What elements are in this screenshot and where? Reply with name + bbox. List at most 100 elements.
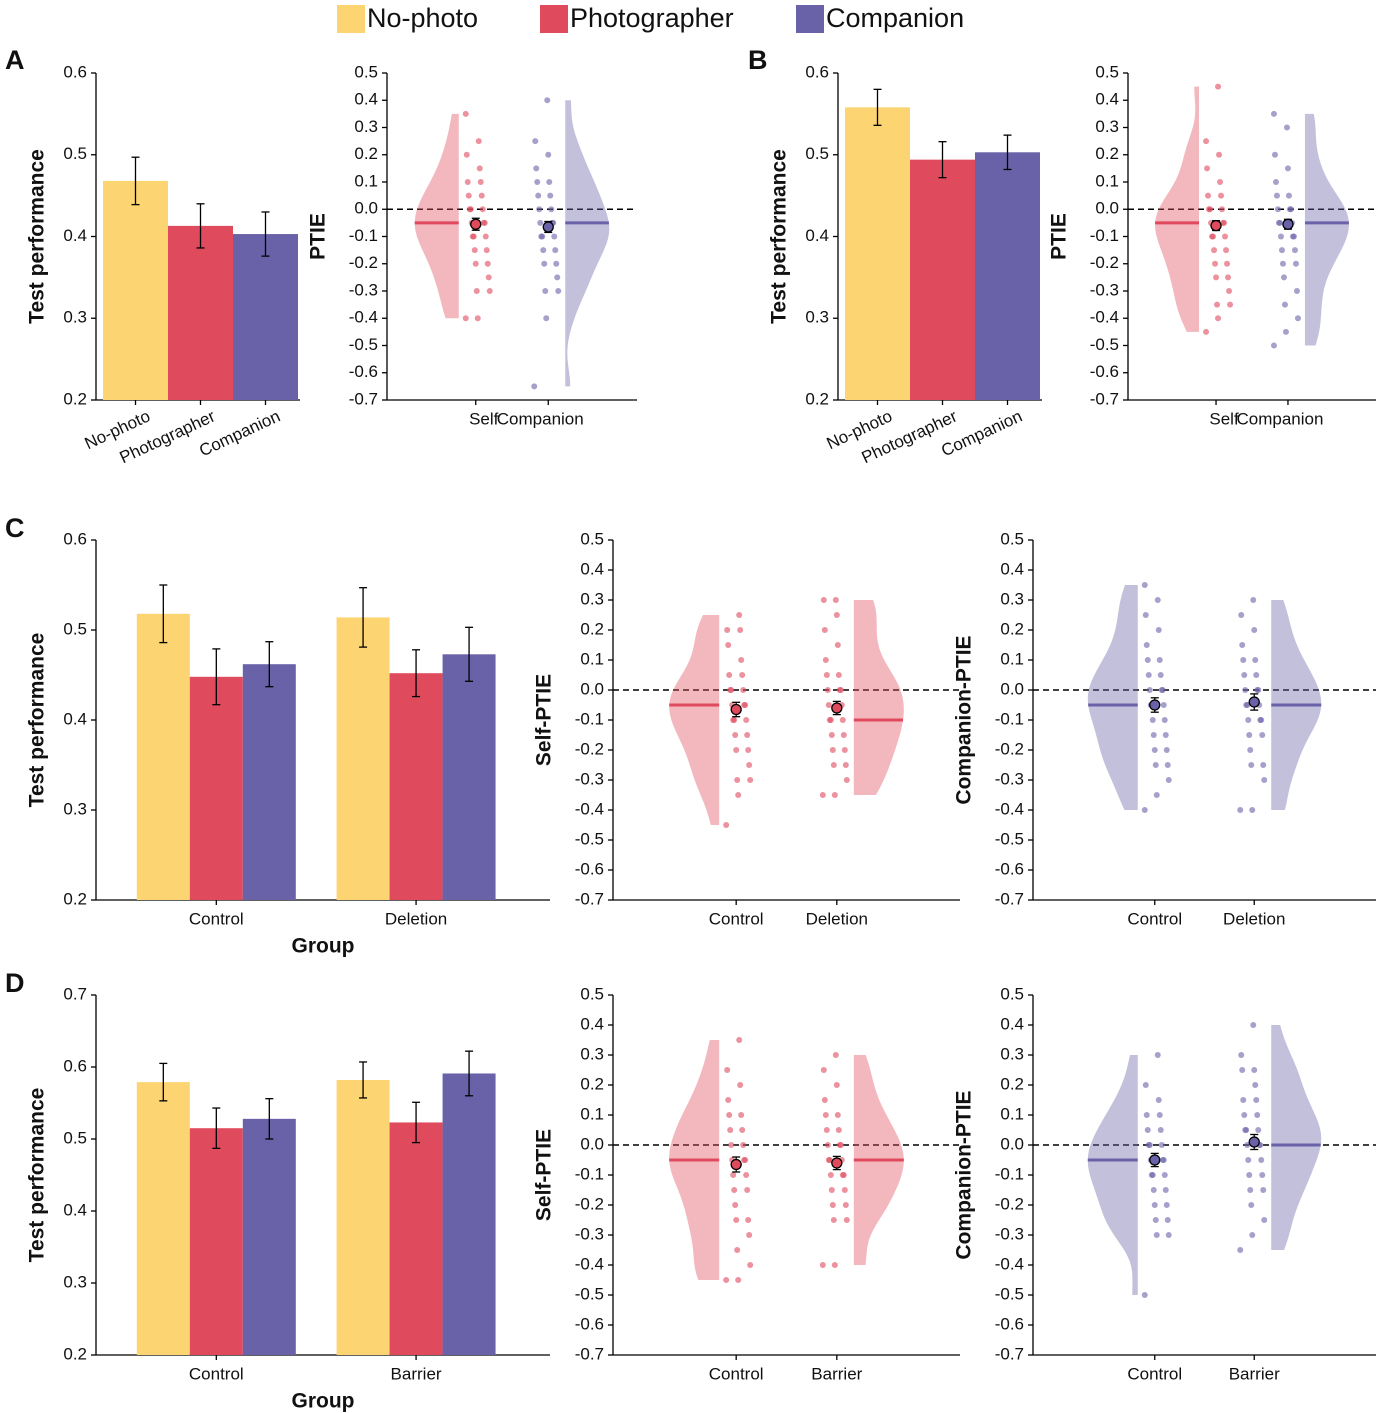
data-point (538, 233, 545, 240)
data-point (1279, 260, 1286, 267)
data-point (1154, 597, 1161, 603)
data-point (1141, 807, 1148, 813)
y-tick-label: -0.3 (349, 280, 378, 299)
data-point (465, 192, 472, 199)
data-point (1244, 1142, 1251, 1148)
mean-marker (1248, 1136, 1260, 1148)
x-tick-label: Companion (497, 409, 584, 428)
data-point (1283, 124, 1290, 131)
data-point (1162, 732, 1169, 738)
data-point (1165, 1232, 1172, 1238)
data-point (1223, 247, 1230, 254)
x-tick-label: Companion (1236, 409, 1323, 428)
data-point (828, 732, 835, 738)
data-point (1158, 1142, 1165, 1148)
data-point (737, 1082, 744, 1088)
bar (136, 1082, 190, 1355)
y-tick-label: 0.4 (580, 1014, 604, 1033)
y-axis-label: Test performance (26, 149, 49, 324)
data-point (832, 597, 839, 603)
data-point (1151, 747, 1158, 753)
data-point (1249, 1232, 1256, 1238)
data-point (1246, 732, 1253, 738)
data-point (725, 642, 732, 648)
data-point (548, 206, 555, 213)
data-point (472, 260, 479, 267)
data-point (1246, 1172, 1253, 1178)
data-point (736, 1037, 743, 1043)
y-tick-label: 0.3 (63, 1272, 87, 1291)
data-point (1253, 672, 1260, 678)
data-point (727, 1127, 734, 1133)
data-point (819, 1262, 826, 1268)
bar (442, 1073, 496, 1355)
mean-marker (1149, 1154, 1161, 1166)
data-point (462, 315, 469, 322)
data-point (730, 1172, 737, 1178)
y-tick-label: 0.0 (1095, 199, 1119, 218)
data-point (1239, 1067, 1246, 1073)
y-tick-label: 0.5 (580, 984, 604, 1003)
data-point (1214, 301, 1221, 308)
data-point (733, 1217, 740, 1223)
panel-label: D (5, 968, 25, 998)
y-tick-label: -0.7 (349, 389, 378, 408)
mean-marker (730, 1158, 742, 1171)
mean-marker (831, 1157, 843, 1169)
data-point (543, 315, 550, 322)
y-axis-label: Test performance (768, 149, 791, 324)
data-point (736, 612, 743, 618)
data-point (464, 179, 471, 185)
data-point (746, 1232, 753, 1238)
data-point (1215, 83, 1222, 90)
y-tick-label: -0.7 (995, 889, 1024, 908)
bar (910, 159, 975, 400)
data-point (728, 1142, 735, 1148)
bar (242, 664, 296, 900)
data-point (841, 747, 848, 753)
data-point (1213, 274, 1220, 281)
data-point (535, 192, 542, 199)
y-tick-label: -0.6 (995, 859, 1024, 878)
y-tick-label: -0.5 (349, 335, 378, 354)
y-tick-label: 0.2 (1095, 144, 1119, 163)
mean-marker (831, 702, 843, 714)
violin (1155, 86, 1200, 332)
mean-marker (470, 218, 482, 230)
data-point (723, 822, 730, 828)
x-tick-label: Self (469, 409, 499, 428)
data-point (1203, 138, 1210, 145)
y-tick-label: -0.2 (575, 739, 604, 758)
data-point (829, 1202, 836, 1208)
y-tick-label: -0.1 (1090, 226, 1119, 245)
y-axis-label: Test performance (26, 1088, 49, 1263)
data-point (829, 747, 836, 753)
mean-marker (730, 703, 742, 716)
data-point (1239, 642, 1246, 648)
data-point (739, 1127, 746, 1133)
data-point (537, 219, 544, 226)
y-tick-label: -0.6 (995, 1314, 1024, 1333)
data-point (473, 288, 480, 294)
x-tick-label: Control (709, 909, 764, 928)
x-tick-label: Control (189, 1364, 244, 1383)
y-tick-label: 0.6 (63, 1056, 87, 1075)
data-point (1248, 1202, 1255, 1208)
data-point (747, 1262, 754, 1268)
y-tick-label: -0.5 (995, 1284, 1024, 1303)
data-point (1218, 192, 1225, 199)
y-tick-label: -0.4 (995, 1254, 1024, 1273)
bar (442, 654, 496, 900)
y-tick-label: 0.4 (805, 226, 829, 245)
data-point (1205, 192, 1212, 199)
data-point (1141, 582, 1148, 588)
data-point (480, 219, 487, 226)
x-tick-label: Deletion (385, 909, 447, 928)
data-point (1250, 1022, 1257, 1028)
data-point (1142, 1082, 1149, 1088)
data-point (730, 717, 737, 723)
y-axis-label: Self-PTIE (533, 1129, 556, 1221)
panel-label: B (748, 45, 768, 75)
data-point (1252, 1082, 1259, 1088)
y-tick-label: 0.0 (1000, 679, 1024, 698)
